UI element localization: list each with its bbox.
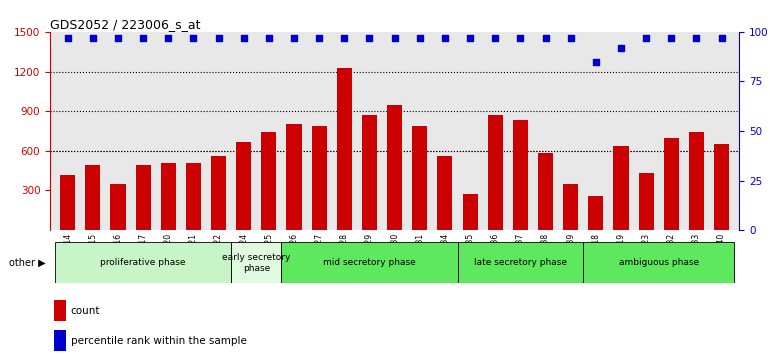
Bar xyxy=(236,142,251,230)
Bar xyxy=(85,165,100,230)
Point xyxy=(464,35,476,41)
Point xyxy=(489,35,501,41)
Bar xyxy=(286,124,302,230)
Point xyxy=(62,35,74,41)
Bar xyxy=(55,242,231,283)
Text: percentile rank within the sample: percentile rank within the sample xyxy=(71,336,246,346)
Point xyxy=(238,35,250,41)
Text: other ▶: other ▶ xyxy=(9,258,46,268)
Point xyxy=(87,35,99,41)
Point xyxy=(363,35,376,41)
Bar xyxy=(186,163,201,230)
Point xyxy=(213,35,225,41)
Point xyxy=(187,35,199,41)
Bar xyxy=(664,138,679,230)
Bar xyxy=(387,104,402,230)
Bar xyxy=(463,194,477,230)
Bar xyxy=(513,120,528,230)
Point xyxy=(514,35,527,41)
Bar xyxy=(614,145,628,230)
Point xyxy=(313,35,326,41)
Bar xyxy=(60,175,75,230)
Bar xyxy=(161,163,176,230)
Text: ambiguous phase: ambiguous phase xyxy=(618,258,699,267)
Point xyxy=(263,35,275,41)
Bar xyxy=(362,115,377,230)
Bar xyxy=(588,196,604,230)
Bar xyxy=(689,132,704,230)
Point xyxy=(539,35,551,41)
Point xyxy=(439,35,451,41)
Point xyxy=(338,35,350,41)
Point xyxy=(413,35,426,41)
Text: proliferative phase: proliferative phase xyxy=(100,258,186,267)
Bar xyxy=(412,126,427,230)
Point xyxy=(564,35,577,41)
Bar xyxy=(211,156,226,230)
Bar xyxy=(261,132,276,230)
Text: count: count xyxy=(71,306,100,316)
Bar xyxy=(638,173,654,230)
Bar xyxy=(231,242,282,283)
Point xyxy=(715,35,728,41)
Point xyxy=(690,35,702,41)
Bar xyxy=(714,144,729,230)
Point xyxy=(388,35,400,41)
Bar xyxy=(282,242,457,283)
Point xyxy=(288,35,300,41)
Bar xyxy=(312,126,326,230)
Bar xyxy=(54,300,66,321)
Bar xyxy=(583,242,734,283)
Bar xyxy=(336,68,352,230)
Point xyxy=(137,35,149,41)
Bar xyxy=(538,153,553,230)
Text: late secretory phase: late secretory phase xyxy=(474,258,567,267)
Text: GDS2052 / 223006_s_at: GDS2052 / 223006_s_at xyxy=(50,18,200,31)
Bar xyxy=(457,242,583,283)
Bar xyxy=(54,330,66,351)
Text: early secretory
phase: early secretory phase xyxy=(222,253,290,273)
Bar xyxy=(563,184,578,230)
Bar xyxy=(437,156,453,230)
Point xyxy=(590,59,602,64)
Point xyxy=(614,45,627,51)
Point xyxy=(162,35,175,41)
Point xyxy=(640,35,652,41)
Bar xyxy=(110,184,126,230)
Point xyxy=(112,35,124,41)
Text: mid secretory phase: mid secretory phase xyxy=(323,258,416,267)
Bar xyxy=(136,165,151,230)
Bar xyxy=(487,115,503,230)
Point xyxy=(665,35,678,41)
